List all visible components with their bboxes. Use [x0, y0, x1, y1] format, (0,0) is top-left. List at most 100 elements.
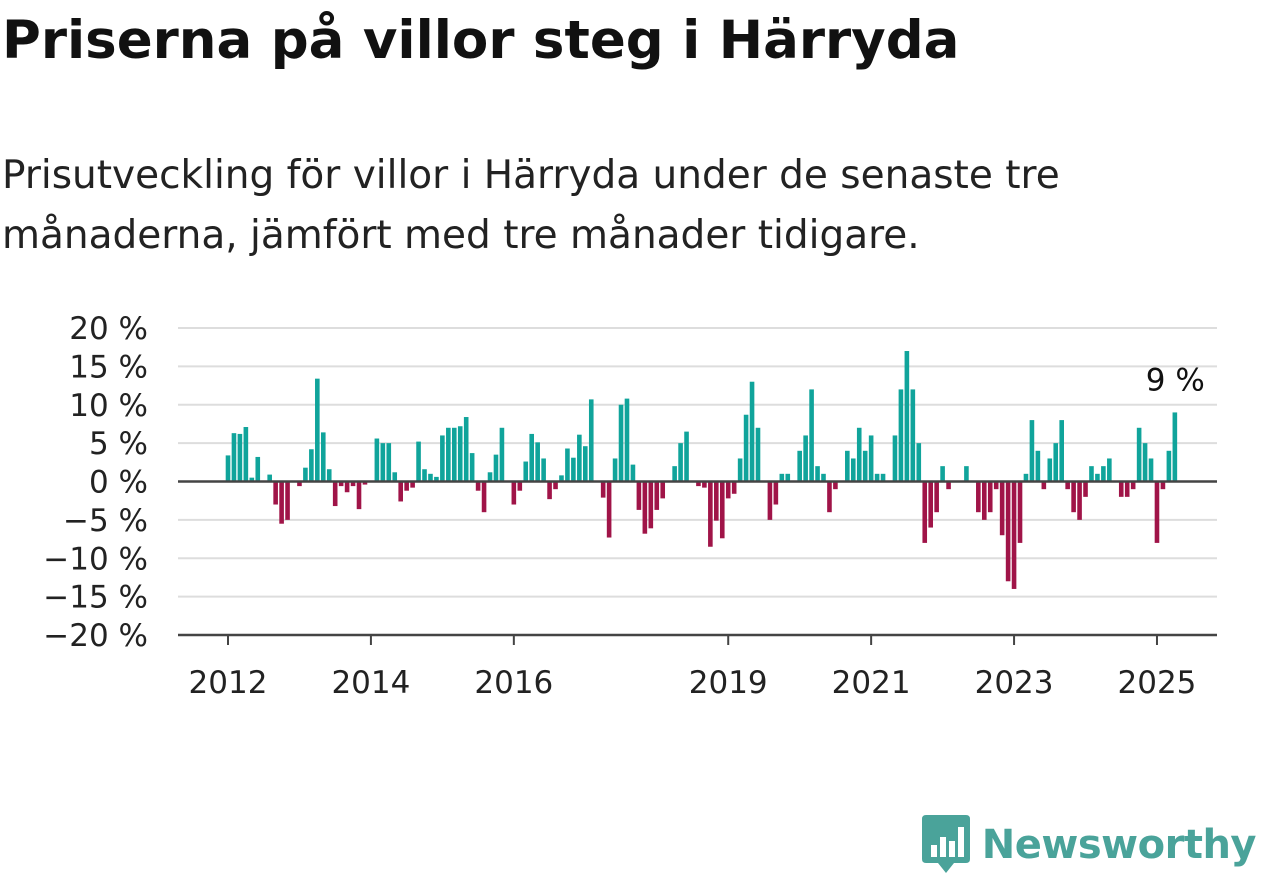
bar	[684, 431, 689, 482]
bar	[785, 473, 791, 482]
bar	[1130, 481, 1136, 490]
bar	[743, 414, 749, 482]
bar	[577, 434, 582, 482]
bar	[874, 473, 880, 482]
bar	[803, 435, 808, 482]
bar	[1005, 481, 1011, 582]
bar	[821, 473, 826, 482]
bar	[1160, 481, 1166, 490]
bar	[344, 481, 350, 493]
bar	[469, 453, 475, 482]
y-tick-label: 15 %	[69, 349, 148, 385]
bar	[332, 481, 338, 507]
bar	[362, 481, 368, 485]
y-tick-label: 20 %	[69, 311, 148, 347]
bar	[1148, 458, 1154, 482]
bar	[934, 481, 939, 513]
bar	[1011, 481, 1017, 589]
y-tick-label: 0 %	[89, 465, 148, 501]
bar	[1142, 443, 1148, 482]
bar	[898, 389, 904, 482]
bar	[660, 481, 666, 499]
x-tick-label: 2023	[975, 665, 1054, 701]
bar	[976, 481, 981, 513]
bar	[231, 433, 237, 482]
bar	[708, 481, 713, 547]
bar	[356, 481, 362, 510]
bar	[1053, 443, 1059, 482]
bar	[678, 443, 683, 482]
bar	[249, 477, 255, 482]
bar	[1065, 481, 1070, 490]
bar	[422, 469, 427, 482]
x-tick-label: 2019	[689, 665, 768, 701]
bar	[755, 427, 761, 482]
bar	[654, 481, 660, 510]
chart-title: Priserna på villor steg i Härryda	[2, 10, 960, 71]
bar-chart: 20 %15 %10 %5 %0 %−5 %−10 %−15 %−20 % 201…	[43, 311, 1217, 701]
bar	[1029, 420, 1035, 482]
bar	[892, 435, 898, 482]
bar	[797, 450, 802, 482]
bar	[993, 481, 999, 490]
bar	[731, 481, 737, 494]
bar	[964, 466, 969, 482]
bar	[410, 481, 415, 488]
bar	[1017, 481, 1023, 543]
last-value-label: 9 %	[1146, 362, 1205, 398]
y-tick-label: 10 %	[69, 388, 148, 424]
bar	[493, 454, 499, 482]
bar	[1095, 473, 1100, 482]
y-tick-label: −10 %	[43, 541, 148, 577]
bar	[845, 450, 850, 482]
y-tick-label: −5 %	[63, 503, 148, 539]
bar	[315, 378, 320, 482]
bar	[600, 481, 606, 498]
bar	[243, 427, 249, 482]
bar	[636, 481, 642, 510]
bar	[451, 427, 457, 482]
bar	[618, 404, 624, 482]
bar	[398, 481, 403, 502]
bar	[374, 438, 380, 482]
bar	[1124, 481, 1130, 497]
bar	[338, 481, 344, 487]
bar	[571, 457, 576, 482]
bar	[1136, 427, 1142, 482]
bar	[642, 481, 648, 534]
bar	[326, 469, 332, 482]
bar	[737, 458, 743, 482]
bar	[1101, 466, 1106, 482]
bar	[916, 443, 922, 482]
x-tick-label: 2016	[474, 665, 553, 701]
y-tick-label: 5 %	[89, 426, 148, 462]
bar	[517, 481, 523, 491]
newsworthy-logo-text: Newsworthy	[981, 822, 1257, 868]
bar	[386, 443, 392, 482]
bar	[833, 481, 838, 490]
bar	[767, 481, 773, 520]
bar	[416, 441, 421, 482]
bar	[702, 481, 707, 488]
bar	[946, 481, 951, 490]
bar	[868, 435, 874, 482]
bar	[648, 481, 654, 529]
bar	[815, 466, 820, 482]
bar	[1154, 481, 1160, 543]
bar	[1083, 481, 1088, 497]
bar	[999, 481, 1005, 536]
bar	[279, 481, 284, 524]
bar	[535, 442, 540, 482]
bar	[880, 473, 886, 482]
bar	[719, 481, 725, 539]
bar	[404, 481, 409, 491]
bar	[553, 481, 558, 490]
bar	[457, 426, 463, 482]
bar	[529, 433, 534, 482]
bar	[463, 417, 469, 482]
bar	[380, 443, 386, 482]
bar	[475, 481, 481, 491]
x-tick-label: 2014	[331, 665, 410, 701]
bar	[511, 481, 517, 505]
bar	[981, 481, 987, 520]
